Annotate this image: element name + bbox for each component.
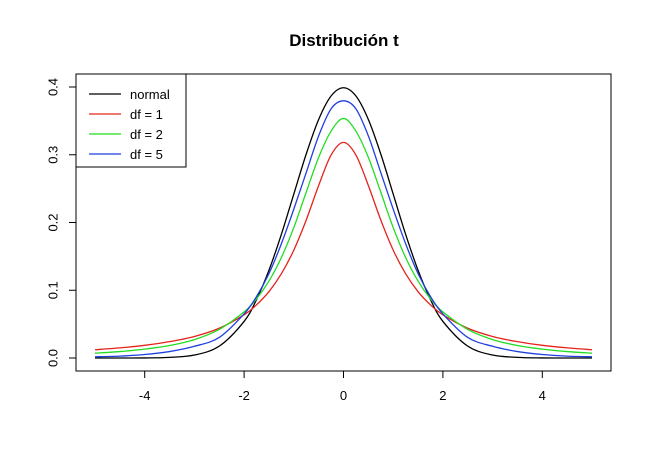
y-tick-label: 0.0 bbox=[45, 349, 60, 367]
legend-label-1: df = 1 bbox=[130, 107, 163, 122]
series-line-1 bbox=[94, 141, 593, 351]
legend-label-2: df = 2 bbox=[130, 127, 163, 142]
plot-lines bbox=[94, 87, 593, 359]
x-tick-label: -4 bbox=[139, 388, 151, 403]
series-line-2 bbox=[94, 117, 593, 354]
y-tick-label: 0.4 bbox=[45, 78, 60, 96]
y-tick-label: 0.1 bbox=[45, 281, 60, 299]
legend-label-3: df = 5 bbox=[130, 147, 163, 162]
x-tick-label: 0 bbox=[340, 388, 347, 403]
series-line-3 bbox=[94, 100, 593, 358]
x-tick-label: -2 bbox=[238, 388, 250, 403]
x-axis: -4 -2 0 2 4 bbox=[139, 370, 546, 403]
y-tick-label: 0.2 bbox=[45, 213, 60, 231]
chart-title: Distribución t bbox=[289, 31, 399, 50]
series-line-0 bbox=[94, 87, 593, 359]
y-tick-label: 0.3 bbox=[45, 146, 60, 164]
legend-box bbox=[75, 73, 187, 168]
x-tick-label: 2 bbox=[439, 388, 446, 403]
x-tick-label: 4 bbox=[539, 388, 546, 403]
legend: normal df = 1 df = 2 df = 5 bbox=[75, 73, 187, 168]
legend-label-0: normal bbox=[130, 87, 170, 102]
